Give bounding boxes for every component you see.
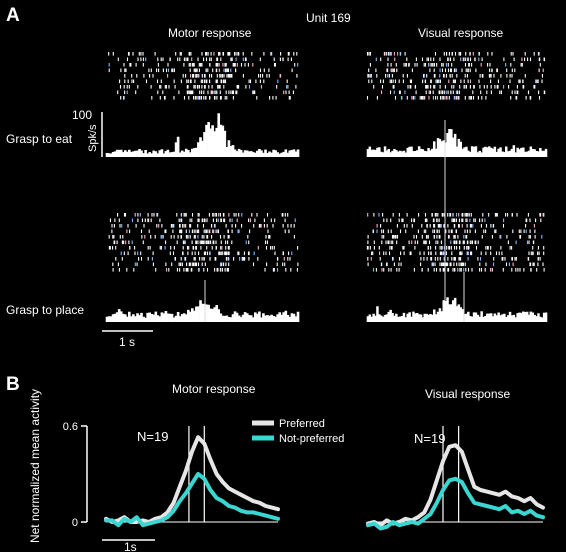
series-line-not-preferred (366, 476, 545, 531)
y-tick-label: 0.6 (63, 421, 78, 433)
panel-a-label: A (6, 5, 20, 26)
row-label-grasp-to-eat: Grasp to eat (6, 132, 73, 146)
time-scale-label: 1 s (119, 335, 135, 349)
visual-line-chart (366, 426, 545, 531)
y-axis: 00.6 (63, 421, 88, 529)
raster-motor-place (108, 213, 299, 272)
raster-motor-eat (108, 52, 299, 100)
psth-scale-value: 100 (72, 108, 92, 122)
n-label-visual: N=19 (414, 431, 445, 446)
legend: Preferred Not-preferred (252, 418, 344, 445)
psth-bars (366, 129, 548, 157)
psth-motor-eat (105, 113, 300, 157)
legend-label-not-preferred: Not-preferred (279, 433, 344, 445)
series-line-not-preferred (104, 472, 280, 528)
raster-visual-eat (366, 52, 546, 100)
visual-col-title: Visual response (418, 26, 503, 40)
visual-chart-title: Visual response (425, 387, 510, 401)
series-line-preferred (366, 443, 545, 528)
psth-motor-place (105, 280, 300, 322)
psth-bars (105, 300, 300, 322)
row-label-grasp-to-place: Grasp to place (6, 303, 84, 317)
motor-line-chart (104, 426, 280, 528)
panel-b-time-scale-label: 1s (124, 540, 137, 552)
raster-visual-place (366, 213, 545, 272)
unit-title: Unit 169 (306, 11, 351, 25)
psth-bars (105, 113, 300, 157)
y-axis-label: Net normalized mean activity (28, 389, 42, 543)
psth-bars (366, 297, 548, 322)
panel-b-label: B (6, 374, 20, 395)
series-line-preferred (104, 435, 280, 524)
motor-col-title: Motor response (168, 26, 252, 40)
motor-chart-title: Motor response (172, 382, 256, 396)
y-tick-label: 0 (72, 517, 78, 529)
n-label-motor: N=19 (137, 429, 168, 444)
psth-visual-eat (366, 120, 548, 322)
legend-label-preferred: Preferred (279, 418, 325, 430)
psth-visual-place (366, 272, 548, 322)
psth-scale-unit: Spk/s (87, 124, 99, 152)
